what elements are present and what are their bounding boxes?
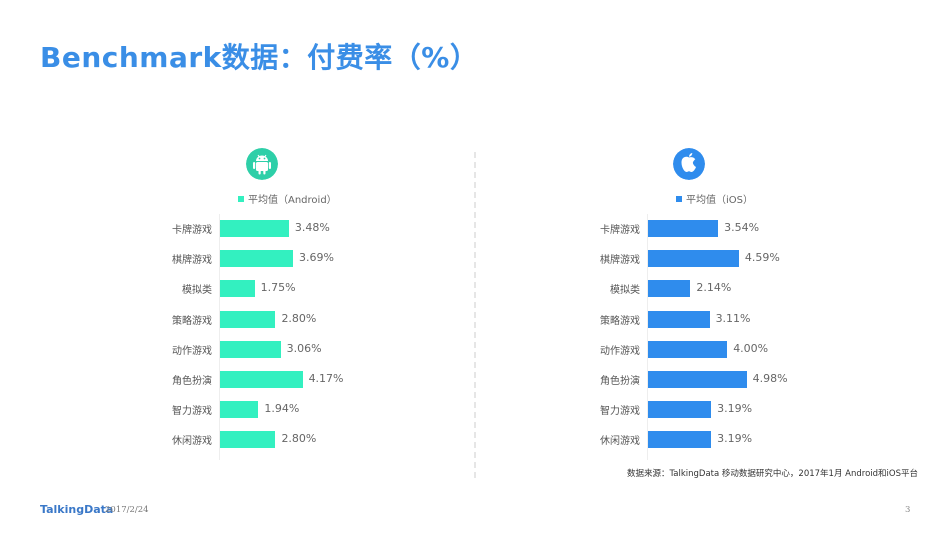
y-axis-line [219, 214, 220, 460]
value-label: 1.94% [264, 402, 300, 416]
bar-row: 卡牌游戏 3.54% [518, 220, 898, 237]
category-label: 策略游戏 [600, 315, 640, 327]
value-label: 3.48% [294, 221, 330, 234]
category-label: 棋牌游戏 [600, 255, 640, 267]
bar-row: 动作游戏 4.00% [518, 340, 898, 358]
y-axis-line [647, 214, 648, 460]
category-label: 角色扮演 [172, 376, 212, 387]
value-label: 3.06% [286, 341, 322, 355]
bar [648, 310, 710, 328]
value-label: 3.19% [717, 402, 753, 416]
value-label: 4.00% [733, 341, 769, 355]
android-chart: 平均值（Android） 卡牌游戏 3.48% 棋牌游戏 3.69% 模拟类 1.75% 策… [90, 140, 470, 460]
value-label: 4.17% [308, 372, 344, 385]
bar-row: 棋牌游戏 3.69% [90, 250, 470, 268]
chart-legend: 平均值（Android） [238, 191, 337, 206]
bar-row: 棋牌游戏 4.59% [518, 250, 898, 268]
value-label: 3.54% [724, 221, 760, 234]
bar [648, 220, 719, 237]
legend-swatch [238, 196, 244, 202]
bar-row: 角色扮演 4.17% [90, 371, 470, 388]
category-label: 角色扮演 [600, 376, 640, 387]
category-label: 动作游戏 [600, 345, 640, 357]
value-label: 2.80% [281, 311, 317, 325]
bar [220, 431, 276, 449]
bar-row: 休闲游戏 3.19% [518, 431, 898, 449]
bar-row: 策略游戏 2.80% [90, 310, 470, 328]
bar [648, 401, 712, 419]
value-label: 4.59% [744, 251, 780, 265]
value-label: 4.98% [752, 372, 788, 385]
value-label: 3.69% [299, 251, 334, 265]
page-number: 3 [905, 505, 911, 515]
bar [220, 401, 259, 419]
bar [220, 371, 303, 388]
ios-chart: 平均值（iOS） 卡牌游戏 3.54% 棋牌游戏 4.59% 模拟类 2.14% 策略游戏 3… [518, 140, 898, 460]
category-label: 休闲游戏 [172, 436, 212, 448]
panel-divider [474, 152, 476, 478]
legend-label: 平均值（iOS） [686, 195, 753, 206]
page-title: Benchmark数据：付费率（%） [40, 41, 479, 74]
category-label: 模拟类 [610, 285, 640, 297]
bar-row: 动作游戏 3.06% [90, 340, 470, 358]
bar [220, 220, 289, 237]
category-label: 动作游戏 [172, 345, 212, 357]
value-label: 1.75% [260, 281, 296, 295]
value-label: 2.80% [281, 432, 317, 446]
bar-row: 休闲游戏 2.80% [90, 431, 470, 449]
bar-row: 智力游戏 3.19% [518, 401, 898, 419]
bar [648, 250, 739, 268]
bar-row: 模拟类 1.75% [90, 280, 470, 298]
bar-row: 角色扮演 4.98% [518, 371, 898, 388]
category-label: 模拟类 [182, 285, 212, 297]
value-label: 3.11% [715, 311, 751, 325]
legend-label: 平均值（Android） [248, 195, 337, 206]
bar [648, 431, 712, 449]
chart-legend: 平均值（iOS） [676, 191, 753, 206]
value-label: 2.14% [696, 281, 732, 295]
android-icon [246, 148, 278, 180]
bar [648, 340, 728, 358]
category-label: 策略游戏 [172, 315, 212, 327]
bar [220, 340, 281, 358]
bar [648, 280, 691, 298]
bar-row: 模拟类 2.14% [518, 280, 898, 298]
bar-row: 卡牌游戏 3.48% [90, 220, 470, 237]
bar [220, 250, 294, 268]
value-label: 3.19% [717, 432, 753, 446]
category-label: 卡牌游戏 [600, 225, 640, 236]
bar [220, 310, 276, 328]
data-source-note: 数据来源：TalkingData 移动数据研究中心，2017年1月 Androi… [627, 469, 918, 479]
category-label: 智力游戏 [172, 406, 212, 418]
category-label: 卡牌游戏 [172, 225, 212, 236]
category-label: 休闲游戏 [600, 436, 640, 448]
bar-row: 智力游戏 1.94% [90, 401, 470, 419]
category-label: 智力游戏 [600, 406, 640, 418]
apple-icon [673, 148, 705, 180]
bar-row: 策略游戏 3.11% [518, 310, 898, 328]
brand-logo: TalkingData [40, 503, 114, 516]
legend-swatch [676, 196, 682, 202]
bar [220, 280, 255, 298]
bar [648, 371, 747, 388]
footer-date: 2017/2/24 [105, 505, 149, 515]
category-label: 棋牌游戏 [172, 255, 212, 267]
